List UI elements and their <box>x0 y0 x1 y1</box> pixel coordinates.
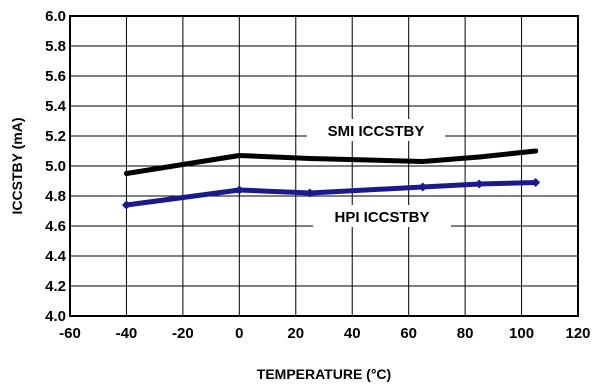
smi-data-point <box>123 171 129 176</box>
x-tick-label: 60 <box>400 325 417 342</box>
x-tick-label: 80 <box>457 325 474 342</box>
y-tick-label: 4.6 <box>45 218 66 235</box>
smi-data-point <box>180 162 186 167</box>
y-tick-labels: 4.0 4.2 4.4 4.6 4.8 5.0 5.2 5.4 5.6 5.8 6.0 <box>45 8 67 325</box>
x-tick-labels: -60 -40 -20 0 20 40 60 80 100 120 <box>59 325 590 342</box>
x-tick-label: -40 <box>116 325 138 342</box>
y-tick-label: 4.0 <box>45 308 66 325</box>
grid <box>69 15 579 317</box>
hpi-data-point <box>418 182 428 192</box>
series-labels: SMI ICCSTBY HPI ICCSTBY <box>307 119 451 227</box>
x-tick-label: 120 <box>565 325 590 342</box>
smi-series-label-bg <box>307 119 445 141</box>
series-layer <box>121 148 541 210</box>
smi-data-point <box>420 159 426 164</box>
y-tick-label: 5.8 <box>45 38 66 55</box>
y-tick-label: 4.4 <box>45 248 67 265</box>
y-tick-label: 5.2 <box>45 128 66 145</box>
plot-frame <box>69 15 579 317</box>
smi-data-point <box>236 153 242 158</box>
x-tick-label: 40 <box>344 325 361 342</box>
y-tick-label: 5.0 <box>45 158 66 175</box>
hpi-data-point <box>474 179 484 189</box>
y-axis-title: ICCSTBY (mA) <box>9 118 25 215</box>
x-tick-label: 20 <box>287 325 304 342</box>
series-line-smi <box>123 148 539 176</box>
smi-data-point <box>307 156 313 161</box>
x-tick-label: 100 <box>509 325 534 342</box>
y-tick-label: 4.8 <box>45 188 66 205</box>
y-tick-label: 6.0 <box>45 8 66 25</box>
hpi-data-point <box>121 200 131 210</box>
x-tick-label: -20 <box>172 325 194 342</box>
hpi-data-point <box>531 178 541 187</box>
smi-data-point <box>533 148 539 154</box>
hpi-data-point <box>305 188 315 198</box>
smi-series-label: SMI ICCSTBY <box>328 123 425 140</box>
x-axis-title: TEMPERATURE (°C) <box>257 366 391 382</box>
smi-data-point <box>476 154 482 160</box>
x-tick-label: 0 <box>235 325 243 342</box>
y-tick-label: 4.2 <box>45 278 66 295</box>
y-tick-label: 5.4 <box>45 98 67 115</box>
x-tick-label: -60 <box>59 325 81 342</box>
hpi-data-point <box>234 185 244 195</box>
hpi-series-label-bg <box>313 205 451 227</box>
hpi-series-label: HPI ICCSTBY <box>334 209 429 226</box>
series-line-hpi <box>123 180 539 208</box>
y-tick-label: 5.6 <box>45 68 66 85</box>
